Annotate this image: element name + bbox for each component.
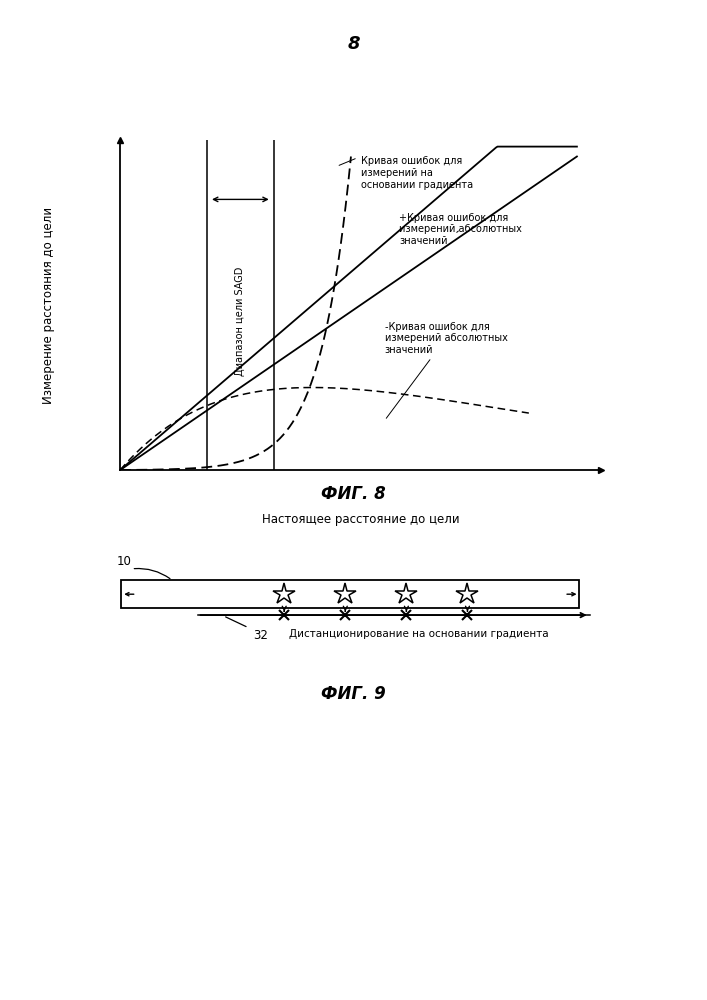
- Text: -Кривая ошибок для
измерений абсолютных
значений: -Кривая ошибок для измерений абсолютных …: [385, 322, 508, 418]
- Text: Диапазон цели SAGD: Диапазон цели SAGD: [235, 267, 245, 376]
- Text: 10: 10: [116, 555, 131, 568]
- Text: Дистанционирование на основании градиента: Дистанционирование на основании градиент…: [289, 629, 549, 639]
- Text: Кривая ошибок для
измерений на
основании градиента: Кривая ошибок для измерений на основании…: [339, 156, 473, 190]
- Text: Настоящее расстояние до цели: Настоящее расстояние до цели: [262, 513, 460, 526]
- Text: 32: 32: [254, 629, 269, 642]
- Text: Измерение расстояния до цели: Измерение расстояния до цели: [42, 206, 54, 404]
- Text: +Кривая ошибок для
измерений абсолютных
значений: +Кривая ошибок для измерений абсолютных …: [399, 213, 522, 246]
- Text: ФИГ. 9: ФИГ. 9: [321, 685, 386, 703]
- Text: 8: 8: [347, 35, 360, 53]
- Bar: [122, 580, 580, 608]
- Text: ФИГ. 8: ФИГ. 8: [321, 485, 386, 503]
